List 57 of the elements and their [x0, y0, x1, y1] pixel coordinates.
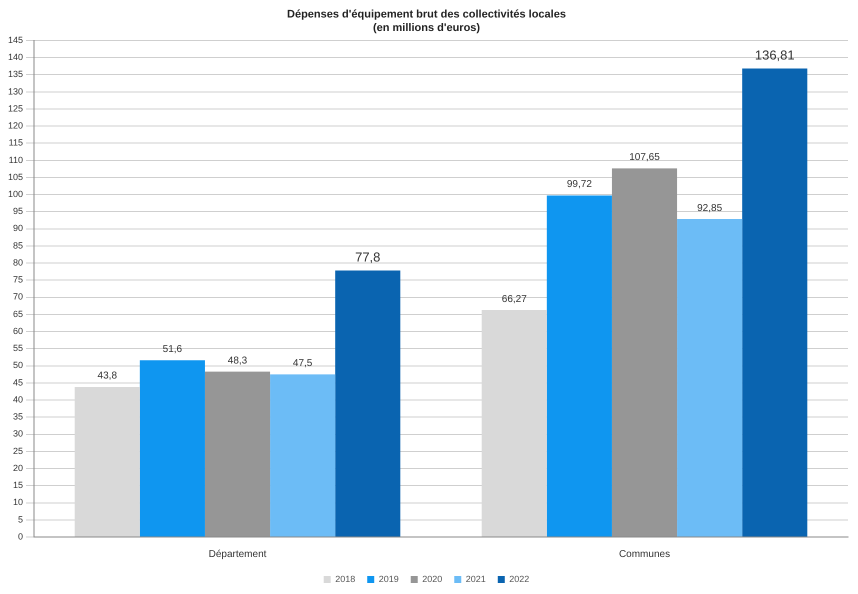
- y-tick-label: 110: [8, 154, 24, 165]
- data-label: 77,8: [355, 250, 380, 265]
- y-tick-label: 85: [13, 240, 24, 250]
- bar: [677, 219, 742, 536]
- y-tick-label: 35: [13, 412, 24, 422]
- bar: [335, 270, 400, 536]
- y-tick-label: 75: [13, 274, 24, 285]
- data-label: 51,6: [162, 344, 183, 356]
- text: Dépenses d'équipement brut des collectivités locales: [287, 8, 566, 21]
- legend-label: 2018: [335, 574, 356, 584]
- y-tick-label: 25: [13, 446, 24, 456]
- y-tick-label: 60: [13, 326, 24, 336]
- y-tick-label: 30: [13, 428, 24, 439]
- data-label: 107,65: [629, 152, 660, 164]
- y-tick-label: 5: [18, 514, 24, 524]
- y-tick-label: 70: [13, 292, 24, 302]
- legend-label: 2019: [378, 574, 399, 584]
- bar: [204, 372, 270, 536]
- bar: [270, 374, 336, 536]
- y-tick-label: 10: [13, 497, 24, 508]
- y-tick-label: 55: [13, 343, 24, 354]
- bar: [742, 68, 808, 536]
- bar: [612, 168, 678, 536]
- legend-label: 2021: [466, 574, 486, 584]
- y-tick-label: 65: [13, 308, 24, 319]
- x-tick-label: Département: [208, 548, 267, 560]
- y-tick-label: 0: [18, 531, 24, 542]
- data-label: 99,72: [566, 179, 592, 190]
- y-tick-label: 90: [13, 223, 24, 234]
- bar: [546, 195, 612, 536]
- bar: [140, 360, 205, 536]
- y-tick-label: 95: [13, 206, 24, 216]
- legend-label: 2020: [422, 574, 442, 584]
- y-tick-label: 45: [13, 377, 24, 388]
- data-label: 48,3: [228, 355, 248, 366]
- y-tick-label: 120: [8, 120, 24, 131]
- x-tick-label: Communes: [618, 548, 670, 560]
- y-tick-label: 40: [13, 394, 24, 404]
- y-tick-label: 105: [8, 172, 24, 182]
- data-label: 136,81: [754, 48, 795, 63]
- y-tick-label: 115: [8, 138, 24, 148]
- y-tick-label: 100: [8, 189, 24, 199]
- text: (en millions d'euros): [372, 22, 480, 34]
- data-label: 66,27: [502, 294, 528, 305]
- y-tick-label: 80: [13, 258, 24, 268]
- data-label: 43,8: [98, 370, 118, 382]
- y-tick-label: 125: [8, 103, 24, 114]
- y-tick-label: 135: [8, 69, 24, 80]
- y-tick-label: 140: [8, 52, 24, 62]
- data-label: 92,85: [697, 202, 723, 214]
- y-tick-label: 130: [8, 86, 24, 96]
- y-tick-label: 15: [13, 480, 24, 490]
- y-tick-label: 145: [8, 34, 24, 45]
- y-tick-label: 50: [13, 360, 24, 370]
- y-tick-label: 20: [13, 462, 24, 473]
- legend-label: 2022: [509, 574, 530, 584]
- data-label: 47,5: [292, 358, 313, 370]
